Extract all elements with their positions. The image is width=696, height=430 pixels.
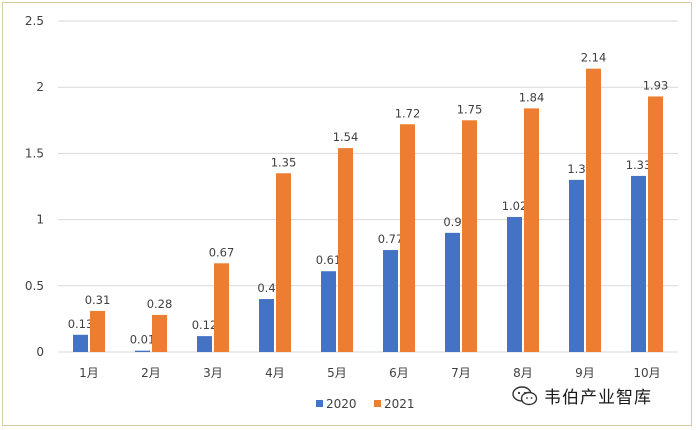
x-tick-label: 4月 bbox=[265, 366, 285, 380]
data-label-2020: 0.4 bbox=[257, 281, 275, 295]
x-tick-label: 10月 bbox=[633, 366, 660, 380]
data-label-2020: 1.3 bbox=[567, 162, 585, 176]
data-label-2021: 2.14 bbox=[581, 51, 607, 65]
bar-2021 bbox=[152, 314, 167, 352]
bar-2021 bbox=[524, 108, 539, 352]
data-label-2020: 0.12 bbox=[192, 318, 218, 332]
bar-2021 bbox=[276, 173, 291, 352]
bar-2020 bbox=[507, 216, 522, 352]
y-tick-label: 0.5 bbox=[25, 279, 44, 293]
legend-swatch bbox=[374, 400, 381, 407]
legend-label: 2021 bbox=[384, 397, 415, 411]
data-label-2020: 1.33 bbox=[626, 158, 652, 172]
x-tick-label: 5月 bbox=[327, 366, 347, 380]
x-tick-label: 3月 bbox=[203, 366, 223, 380]
watermark-text: 韦伯产业智库 bbox=[544, 388, 652, 408]
bar-2021 bbox=[648, 96, 663, 352]
bar-2020 bbox=[445, 232, 460, 352]
data-label-2020: 1.02 bbox=[502, 199, 528, 213]
bar-2020 bbox=[135, 350, 150, 352]
x-tick-label: 6月 bbox=[389, 366, 409, 380]
data-label-2021: 0.67 bbox=[209, 245, 235, 259]
wechat-icon bbox=[512, 385, 538, 405]
x-tick-label: 1月 bbox=[79, 366, 99, 380]
watermark: 韦伯产业智库 bbox=[512, 383, 652, 408]
bar-2020 bbox=[383, 250, 398, 352]
data-label-2021: 1.84 bbox=[519, 90, 545, 104]
y-tick-label: 1 bbox=[36, 213, 44, 227]
data-label-2020: 0.13 bbox=[68, 317, 94, 331]
bar-2021 bbox=[586, 68, 601, 352]
bar-2020 bbox=[197, 336, 212, 352]
bar-2021 bbox=[90, 310, 105, 352]
data-label-2020: 0.61 bbox=[316, 253, 342, 267]
bar-2021 bbox=[462, 120, 477, 352]
data-label-2021: 0.28 bbox=[147, 297, 173, 311]
data-label-2020: 0.9 bbox=[443, 215, 461, 229]
bar-2020 bbox=[569, 179, 584, 352]
x-tick-label: 8月 bbox=[513, 366, 533, 380]
data-label-2020: 0.77 bbox=[378, 232, 404, 246]
bar-2020 bbox=[631, 175, 646, 352]
data-label-2021: 1.54 bbox=[333, 130, 359, 144]
data-label-2021: 1.93 bbox=[643, 78, 669, 92]
bar-2021 bbox=[214, 263, 229, 352]
bar-2020 bbox=[259, 299, 274, 352]
y-tick-label: 2 bbox=[36, 80, 44, 94]
y-tick-label: 2.5 bbox=[25, 14, 44, 28]
x-tick-label: 2月 bbox=[141, 366, 161, 380]
data-label-2021: 1.75 bbox=[457, 102, 483, 116]
x-tick-label: 9月 bbox=[575, 366, 595, 380]
data-label-2020: 0.01 bbox=[130, 333, 156, 347]
bar-2021 bbox=[338, 148, 353, 352]
y-tick-label: 0 bbox=[36, 345, 44, 359]
x-tick-label: 7月 bbox=[451, 366, 471, 380]
legend-swatch bbox=[316, 400, 323, 407]
data-label-2021: 1.35 bbox=[271, 155, 297, 169]
bar-2020 bbox=[321, 271, 336, 352]
data-label-2021: 0.31 bbox=[85, 293, 111, 307]
bar-2021 bbox=[400, 124, 415, 352]
data-label-2021: 1.72 bbox=[395, 106, 421, 120]
y-tick-label: 1.5 bbox=[25, 146, 44, 160]
bar-2020 bbox=[73, 334, 88, 352]
legend-label: 2020 bbox=[326, 397, 357, 411]
